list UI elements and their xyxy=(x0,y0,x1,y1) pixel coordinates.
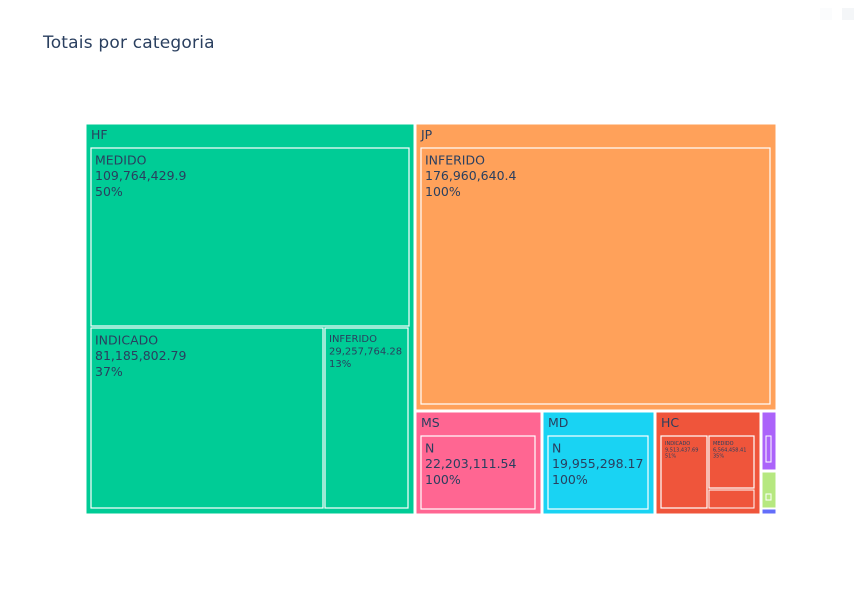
treemap-leaf-ms-n-value: 22,203,111.54 xyxy=(425,456,516,471)
treemap-group-hf-label: HF xyxy=(91,127,108,142)
treemap-leaf-md-n[interactable] xyxy=(547,435,649,510)
treemap-leaf-hc-indicado-label: INDICADO xyxy=(665,441,690,447)
treemap-group-small-3[interactable] xyxy=(761,508,777,515)
treemap-leaf-ms-n[interactable] xyxy=(420,435,536,510)
chart-title: Totais por categoria xyxy=(43,33,215,53)
treemap-leaf-hf-indicado[interactable] xyxy=(90,327,324,509)
treemap-leaf-hf-medido-label: MEDIDO xyxy=(95,153,147,168)
treemap-leaf-hf-medido[interactable] xyxy=(90,147,410,327)
treemap-leaf-hc-medido-value: 6,564,458.41 xyxy=(713,447,746,453)
treemap-leaf-hc-other[interactable] xyxy=(708,489,755,509)
treemap-leaf-small-2[interactable] xyxy=(765,493,772,501)
treemap-leaf-ms-n-label: N xyxy=(425,441,434,456)
treemap-leaf-hf-inferido-percent: 13% xyxy=(329,359,351,370)
modebar-button[interactable] xyxy=(820,8,832,20)
treemap-leaf-hf-indicado-value: 81,185,802.79 xyxy=(95,348,186,363)
treemap-leaf-ms-n-percent: 100% xyxy=(425,472,461,487)
treemap-leaf-hc-indicado-value: 9,513,437.69 xyxy=(665,447,698,453)
modebar-button[interactable] xyxy=(842,8,854,20)
treemap-leaf-md-n-value: 19,955,298.17 xyxy=(552,456,643,471)
treemap-leaf-md-n-percent: 100% xyxy=(552,472,588,487)
treemap-group-small-2[interactable] xyxy=(761,471,777,509)
treemap-group-jp-label: JP xyxy=(420,127,433,142)
treemap-leaf-jp-inferido-value: 176,960,640.4 xyxy=(425,168,516,183)
treemap-leaf-hc-medido-percent: 35% xyxy=(713,454,724,460)
treemap-leaf-jp-inferido-label: INFERIDO xyxy=(425,153,485,168)
treemap-group-ms-label: MS xyxy=(421,415,440,430)
treemap-leaf-hf-inferido[interactable] xyxy=(324,327,409,509)
treemap-leaf-hf-medido-value: 109,764,429.9 xyxy=(95,168,186,183)
treemap-leaf-hc-indicado-percent: 51% xyxy=(665,454,676,460)
treemap-leaf-hf-indicado-percent: 37% xyxy=(95,364,123,379)
treemap-leaf-hf-medido-percent: 50% xyxy=(95,184,123,199)
treemap-leaf-hf-inferido-label: INFERIDO xyxy=(329,334,377,345)
treemap-group-hc-label: HC xyxy=(661,415,679,430)
treemap-leaf-hf-indicado-label: INDICADO xyxy=(95,333,158,348)
treemap-leaf-jp-inferido[interactable] xyxy=(420,147,771,405)
treemap-leaf-small-1[interactable] xyxy=(765,435,772,463)
treemap-leaf-hc-medido-label: MEDIDO xyxy=(713,441,734,447)
treemap-group-md-label: MD xyxy=(548,415,568,430)
treemap-leaf-md-n-label: N xyxy=(552,441,561,456)
treemap-leaf-hc-medido[interactable] xyxy=(708,435,755,489)
treemap-leaf-hc-indicado[interactable] xyxy=(660,435,708,509)
treemap-leaf-jp-inferido-percent: 100% xyxy=(425,184,461,199)
treemap-leaf-hf-inferido-value: 29,257,764.28 xyxy=(329,347,402,358)
